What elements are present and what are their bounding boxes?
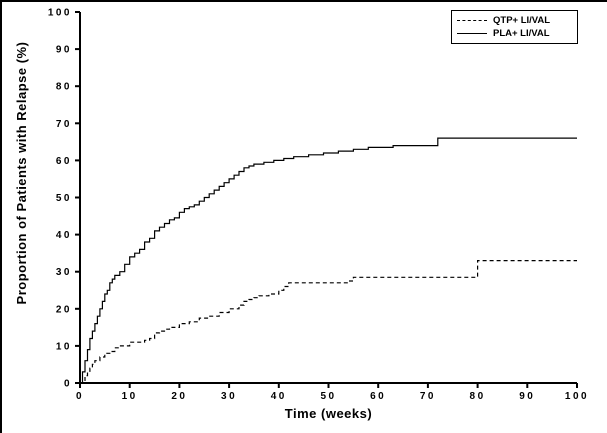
x-tick-label: 100 — [565, 391, 589, 402]
x-tick-label: 0 — [76, 391, 84, 402]
y-tick-label: 70 — [56, 119, 72, 130]
y-tick-label: 10 — [56, 341, 72, 352]
legend-label-pla: PLA+ LI/VAL — [493, 28, 550, 39]
x-axis-title: Time (weeks) — [284, 406, 373, 421]
y-tick-label: 20 — [56, 304, 72, 315]
y-tick-label: 100 — [48, 8, 72, 19]
y-axis-title: Proportion of Patients with Relapse (%) — [14, 41, 29, 305]
x-tick-label: 80 — [470, 391, 486, 402]
x-tick-label: 90 — [519, 391, 535, 402]
x-tick-label: 10 — [122, 391, 138, 402]
y-tick-label: 0 — [64, 379, 72, 390]
x-tick-label: 40 — [271, 391, 287, 402]
legend-label-qtp: QTP+ LI/VAL — [493, 15, 551, 26]
series-line-pla — [80, 137, 577, 384]
series-line-qtp — [80, 260, 577, 384]
x-tick-label: 70 — [420, 391, 436, 402]
y-tick-label: 40 — [56, 230, 72, 241]
x-tick-label: 20 — [171, 391, 187, 402]
y-tick-label: 30 — [56, 267, 72, 278]
legend-item-pla: PLA+ LI/VAL — [457, 27, 572, 40]
qtp-dashed-line-swatch-icon — [457, 20, 487, 21]
legend-item-qtp: QTP+ LI/VAL — [457, 14, 572, 27]
pla-solid-line-swatch-icon — [457, 33, 487, 34]
x-tick-label: 60 — [370, 391, 386, 402]
legend-box: QTP+ LI/VAL PLA+ LI/VAL — [451, 10, 578, 44]
x-tick-label: 50 — [320, 391, 336, 402]
y-tick-label: 60 — [56, 156, 72, 167]
y-tick-label: 90 — [56, 45, 72, 56]
y-tick-label: 50 — [56, 193, 72, 204]
x-tick-label: 30 — [221, 391, 237, 402]
y-tick-label: 80 — [56, 82, 72, 93]
